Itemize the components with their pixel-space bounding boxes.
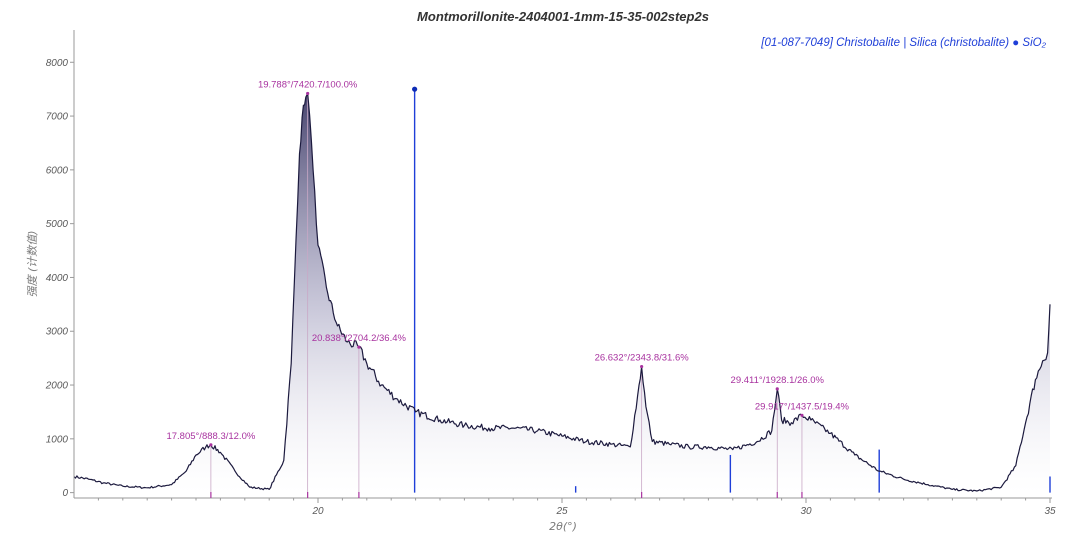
axes <box>73 30 1052 499</box>
y-tick-label: 6000 <box>46 165 69 176</box>
chart-legend: [01-087-7049] Christobalite | Silica (ch… <box>760 37 1046 49</box>
peak-labels: 17.805°/888.3/12.0% 19.788°/7420.7/100.0%… <box>166 79 850 498</box>
peak-marker <box>800 413 804 417</box>
y-axis-label: 强度 (计数值) <box>26 230 39 297</box>
intensity-series-line <box>73 92 1051 492</box>
peak-marker <box>209 443 213 447</box>
intensity-area-fill <box>74 93 1050 493</box>
chart-title: Montmorillonite-2404001-1mm-15-35-002ste… <box>417 9 709 24</box>
y-tick-label: 5000 <box>46 219 69 230</box>
plot-area <box>73 86 1051 493</box>
peak-marker <box>306 91 310 96</box>
y-tick-label: 7000 <box>46 112 69 123</box>
peak-marker <box>775 387 779 391</box>
peak-marker <box>640 364 644 369</box>
x-tick-label: 30 <box>800 506 812 517</box>
reference-marker <box>412 86 418 92</box>
peak-label: 20.838°/2704.2/36.4% <box>312 333 407 344</box>
peak-label: 29.411°/1928.1/26.0% <box>731 375 825 386</box>
y-tick-label: 3000 <box>46 327 69 338</box>
x-tick-label: 20 <box>311 506 324 517</box>
y-tick-label: 1000 <box>46 434 69 445</box>
peak-marker <box>357 345 361 349</box>
peak-label: 29.917°/1437.5/19.4% <box>755 401 850 412</box>
x-ticks: 20 25 30 35 <box>97 498 1056 517</box>
x-tick-label: 35 <box>1044 506 1056 517</box>
x-tick-label: 25 <box>555 506 568 517</box>
y-ticks: 0 1000 2000 3000 4000 5000 6000 7000 8000 <box>45 58 74 499</box>
y-tick-label: 8000 <box>46 58 69 69</box>
x-axis-label: 2θ(°) <box>549 520 577 533</box>
peak-label: 19.788°/7420.7/100.0% <box>258 79 358 90</box>
y-tick-label: 4000 <box>46 273 69 284</box>
y-tick-label: 0 <box>62 488 68 499</box>
peak-label: 17.805°/888.3/12.0% <box>166 431 255 442</box>
peak-drop-lines <box>210 93 803 493</box>
y-tick-label: 2000 <box>45 381 69 392</box>
peak-label: 26.632°/2343.8/31.6% <box>595 353 690 364</box>
